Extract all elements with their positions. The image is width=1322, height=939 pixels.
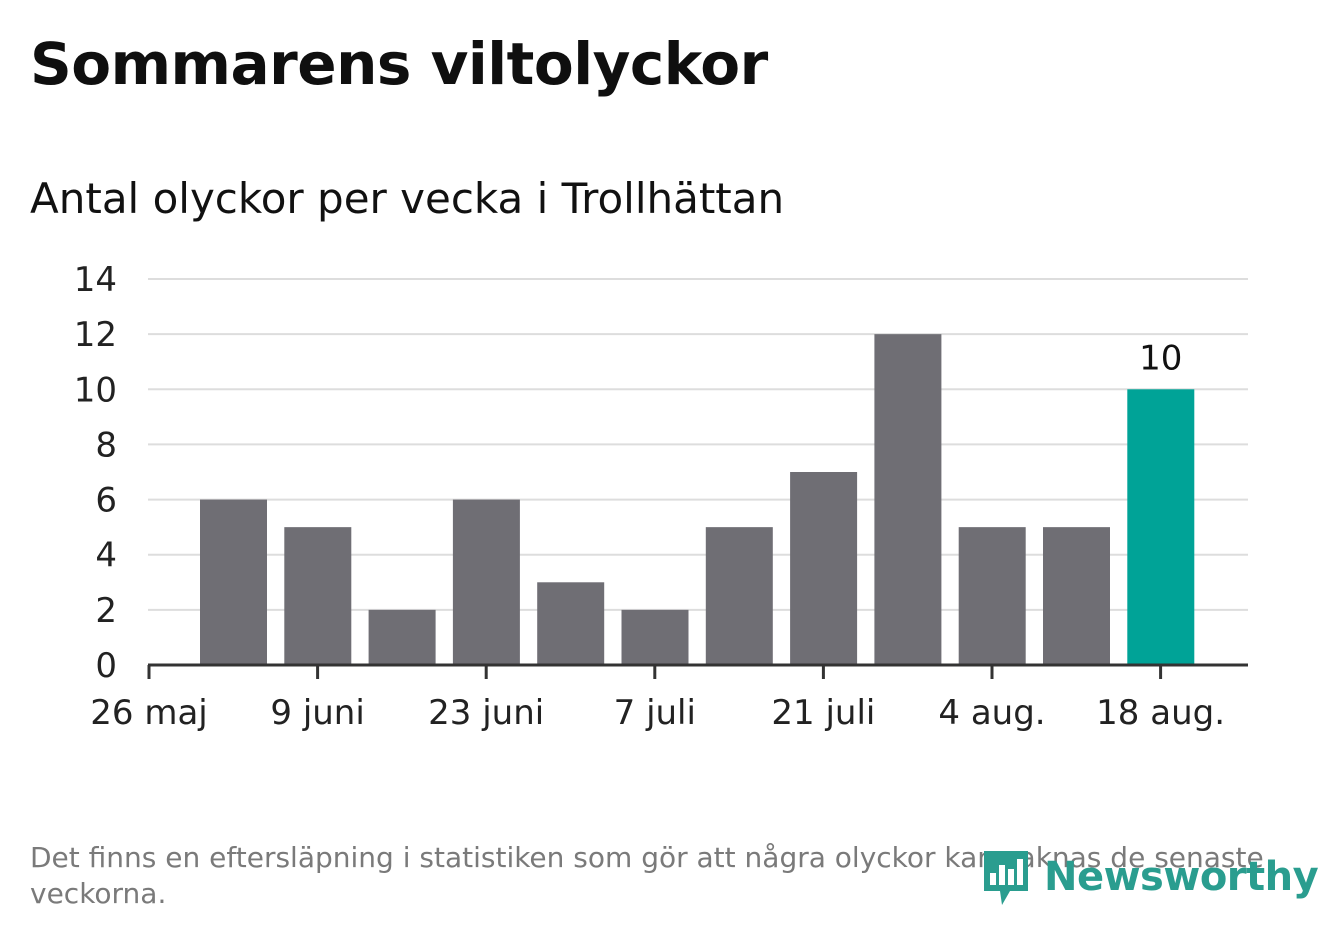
bar-chart: 0 2 4 6 8 10 12 14 26 maj 9 juni 23 juni 7 juli 21 … <box>74 260 1248 733</box>
x-axis-labels: 26 maj 9 juni 23 juni 7 juli 21 juli 4 aug. 18… <box>90 693 1225 733</box>
bar <box>368 609 436 665</box>
data-label: 10 <box>1139 338 1182 378</box>
y-tick-label: 8 <box>95 425 117 465</box>
chart-subtitle: Antal olyckor per vecka i Trollhättan <box>30 174 785 223</box>
y-tick-label: 4 <box>95 536 117 576</box>
x-tick-label: 9 juni <box>270 693 364 733</box>
x-axis <box>147 663 1248 679</box>
x-tick-label: 26 maj <box>90 693 207 733</box>
bar <box>621 609 689 665</box>
newsworthy-logo: Newsworthy <box>980 845 1319 909</box>
bar <box>537 582 605 665</box>
bar <box>790 472 858 665</box>
bar <box>1043 527 1110 665</box>
x-tick-label: 23 juni <box>428 693 544 733</box>
y-tick-label: 14 <box>74 260 117 300</box>
chart-title: Sommarens viltolyckor <box>30 30 768 98</box>
x-tick-label: 7 juli <box>614 693 696 733</box>
x-tick-label: 21 juli <box>771 693 875 733</box>
footnote: Det finns en eftersläpning i statistiken… <box>30 841 1264 910</box>
bar <box>284 527 352 665</box>
y-tick-label: 10 <box>74 370 117 410</box>
bar-highlight <box>1127 389 1195 665</box>
y-tick-label: 0 <box>95 646 117 686</box>
y-tick-label: 2 <box>95 591 117 631</box>
bar <box>958 527 1026 665</box>
y-tick-label: 6 <box>95 481 117 521</box>
x-tick-label: 4 aug. <box>938 693 1045 733</box>
newsworthy-logo-icon <box>984 851 1028 905</box>
bar <box>705 527 773 665</box>
x-tick-label: 18 aug. <box>1096 693 1225 733</box>
y-tick-label: 12 <box>74 315 117 355</box>
y-axis-labels: 0 2 4 6 8 10 12 14 <box>74 260 117 686</box>
bar <box>874 334 942 665</box>
bar <box>452 499 520 665</box>
bar <box>200 499 267 665</box>
bars <box>200 334 1195 665</box>
data-labels: 10 <box>1136 335 1185 381</box>
newsworthy-logo-text: Newsworthy <box>1044 854 1319 900</box>
